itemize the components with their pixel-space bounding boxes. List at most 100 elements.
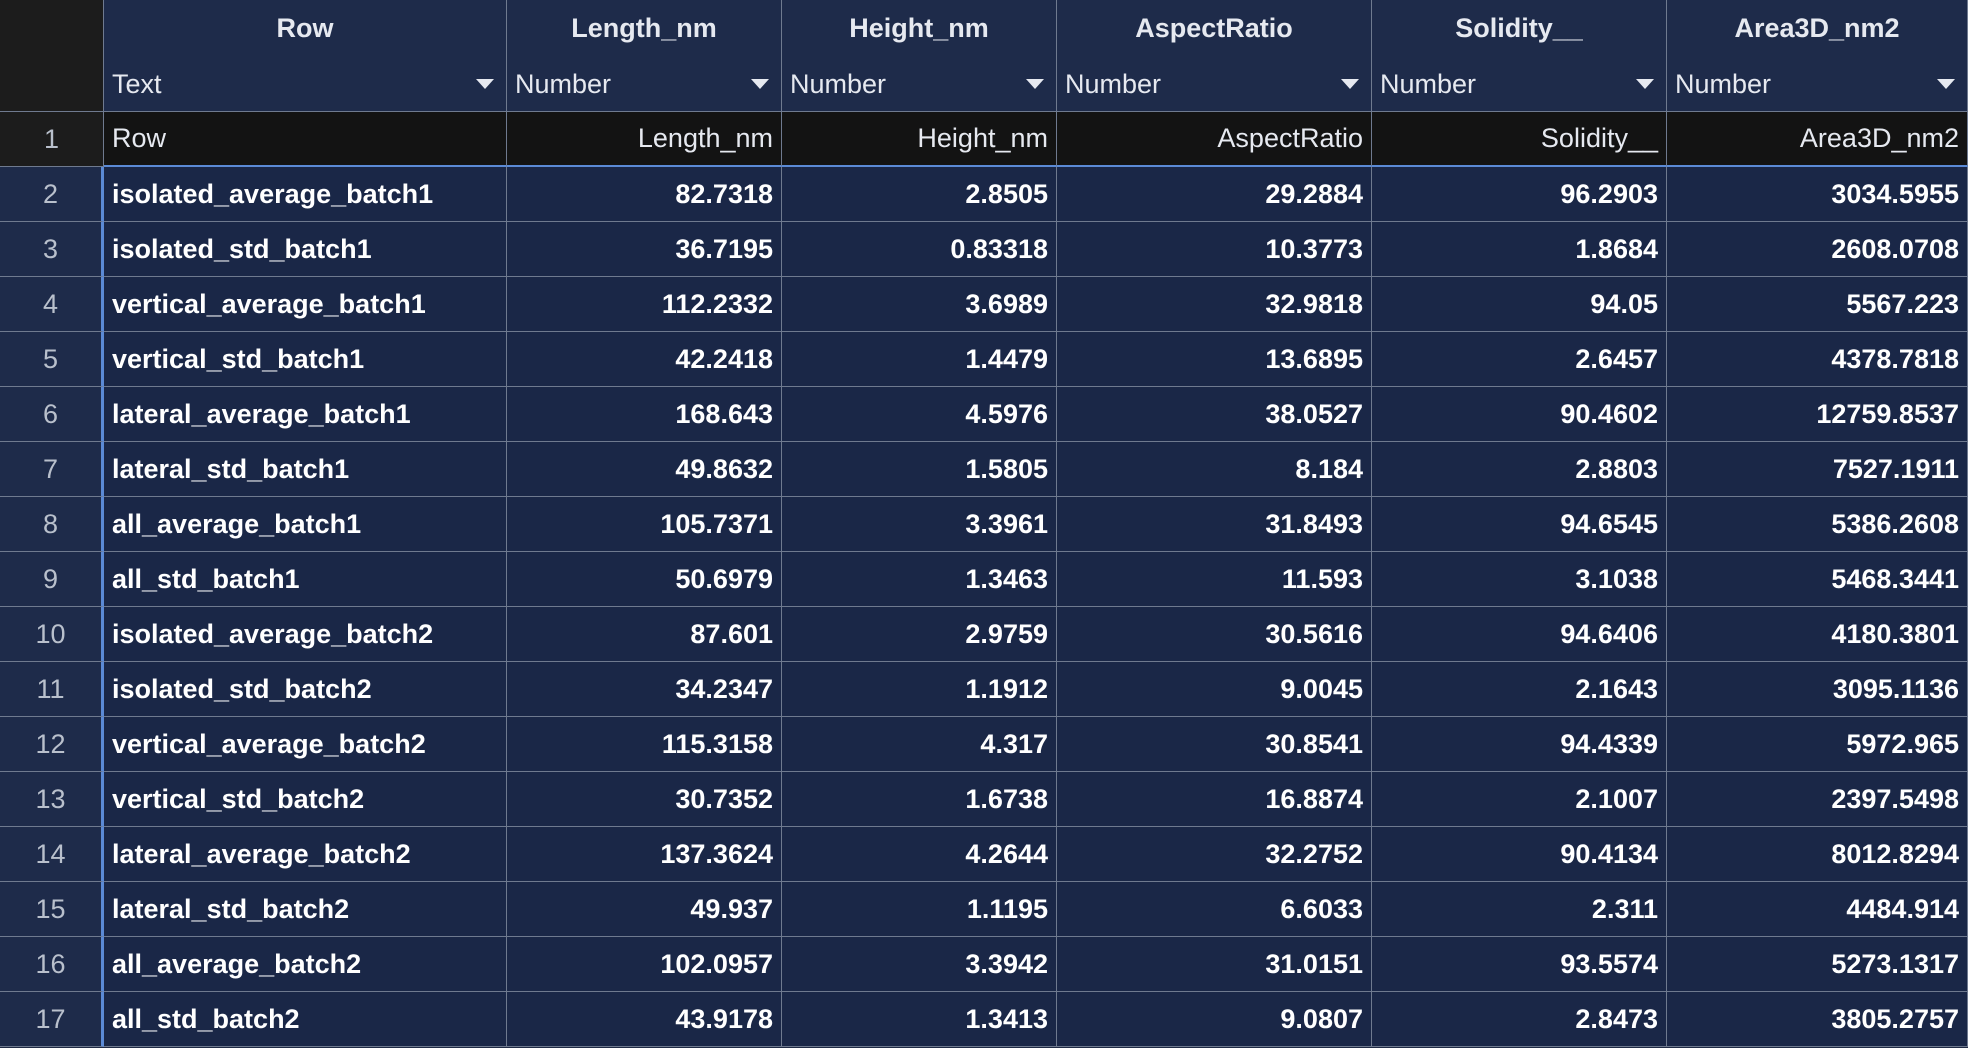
table-cell[interactable]: isolated_std_batch2	[104, 662, 507, 717]
table-cell[interactable]: 94.05	[1372, 277, 1667, 332]
header-row-cell[interactable]: Height_nm	[782, 112, 1057, 167]
table-cell[interactable]: 8012.8294	[1667, 827, 1968, 882]
table-cell[interactable]: 5567.223	[1667, 277, 1968, 332]
table-cell[interactable]: vertical_std_batch2	[104, 772, 507, 827]
row-number[interactable]: 8	[0, 497, 104, 552]
table-cell[interactable]: 3.6989	[782, 277, 1057, 332]
table-cell[interactable]: 90.4602	[1372, 387, 1667, 442]
table-cell[interactable]: 112.2332	[507, 277, 782, 332]
table-cell[interactable]: 5468.3441	[1667, 552, 1968, 607]
table-cell[interactable]: 82.7318	[507, 167, 782, 222]
column-type-select[interactable]: Number	[507, 57, 782, 112]
table-cell[interactable]: 5273.1317	[1667, 937, 1968, 992]
table-cell[interactable]: 115.3158	[507, 717, 782, 772]
row-number[interactable]: 9	[0, 552, 104, 607]
table-cell[interactable]: 2.9759	[782, 607, 1057, 662]
header-row-cell[interactable]: Length_nm	[507, 112, 782, 167]
table-cell[interactable]: 3.3942	[782, 937, 1057, 992]
table-cell[interactable]: 3805.2757	[1667, 992, 1968, 1047]
row-number[interactable]: 5	[0, 332, 104, 387]
table-cell[interactable]: lateral_std_batch1	[104, 442, 507, 497]
row-number[interactable]: 1	[0, 112, 104, 167]
column-header[interactable]: Solidity__	[1372, 0, 1667, 57]
table-cell[interactable]: all_std_batch1	[104, 552, 507, 607]
table-cell[interactable]: 4378.7818	[1667, 332, 1968, 387]
table-cell[interactable]: 32.2752	[1057, 827, 1372, 882]
table-cell[interactable]: 32.9818	[1057, 277, 1372, 332]
table-cell[interactable]: all_average_batch2	[104, 937, 507, 992]
table-cell[interactable]: 94.6406	[1372, 607, 1667, 662]
table-cell[interactable]: 2.8473	[1372, 992, 1667, 1047]
column-header[interactable]: AspectRatio	[1057, 0, 1372, 57]
table-cell[interactable]: 87.601	[507, 607, 782, 662]
table-cell[interactable]: 30.7352	[507, 772, 782, 827]
table-cell[interactable]: 36.7195	[507, 222, 782, 277]
table-cell[interactable]: 90.4134	[1372, 827, 1667, 882]
table-cell[interactable]: 49.8632	[507, 442, 782, 497]
table-cell[interactable]: 1.6738	[782, 772, 1057, 827]
table-cell[interactable]: 0.83318	[782, 222, 1057, 277]
header-row-cell[interactable]: Area3D_nm2	[1667, 112, 1968, 167]
table-cell[interactable]: 43.9178	[507, 992, 782, 1047]
table-cell[interactable]: 8.184	[1057, 442, 1372, 497]
table-cell[interactable]: 1.4479	[782, 332, 1057, 387]
table-cell[interactable]: 4.2644	[782, 827, 1057, 882]
header-row-cell[interactable]: Row	[104, 112, 507, 167]
row-number[interactable]: 3	[0, 222, 104, 277]
table-cell[interactable]: 3.3961	[782, 497, 1057, 552]
column-header[interactable]: Height_nm	[782, 0, 1057, 57]
table-cell[interactable]: 3.1038	[1372, 552, 1667, 607]
table-cell[interactable]: all_std_batch2	[104, 992, 507, 1047]
row-number[interactable]: 10	[0, 607, 104, 662]
table-cell[interactable]: lateral_std_batch2	[104, 882, 507, 937]
chevron-down-icon[interactable]	[1026, 79, 1044, 89]
table-cell[interactable]: 2.8803	[1372, 442, 1667, 497]
column-type-select[interactable]: Text	[104, 57, 507, 112]
row-number[interactable]: 6	[0, 387, 104, 442]
table-cell[interactable]: 5386.2608	[1667, 497, 1968, 552]
table-cell[interactable]: 50.6979	[507, 552, 782, 607]
table-cell[interactable]: 137.3624	[507, 827, 782, 882]
column-header[interactable]: Area3D_nm2	[1667, 0, 1968, 57]
table-cell[interactable]: 2.1643	[1372, 662, 1667, 717]
row-number[interactable]: 12	[0, 717, 104, 772]
row-number[interactable]: 14	[0, 827, 104, 882]
table-cell[interactable]: vertical_std_batch1	[104, 332, 507, 387]
table-cell[interactable]: 12759.8537	[1667, 387, 1968, 442]
header-row-cell[interactable]: AspectRatio	[1057, 112, 1372, 167]
table-cell[interactable]: 9.0807	[1057, 992, 1372, 1047]
table-cell[interactable]: all_average_batch1	[104, 497, 507, 552]
table-cell[interactable]: 7527.1911	[1667, 442, 1968, 497]
table-cell[interactable]: 93.5574	[1372, 937, 1667, 992]
column-type-select[interactable]: Number	[1667, 57, 1968, 112]
table-cell[interactable]: 1.5805	[782, 442, 1057, 497]
chevron-down-icon[interactable]	[1636, 79, 1654, 89]
table-cell[interactable]: 4180.3801	[1667, 607, 1968, 662]
chevron-down-icon[interactable]	[1341, 79, 1359, 89]
header-row-cell[interactable]: Solidity__	[1372, 112, 1667, 167]
column-type-select[interactable]: Number	[782, 57, 1057, 112]
row-number[interactable]: 17	[0, 992, 104, 1047]
table-cell[interactable]: 49.937	[507, 882, 782, 937]
table-cell[interactable]: 30.5616	[1057, 607, 1372, 662]
table-cell[interactable]: 4.317	[782, 717, 1057, 772]
row-number[interactable]: 7	[0, 442, 104, 497]
row-number[interactable]: 4	[0, 277, 104, 332]
table-cell[interactable]: 5972.965	[1667, 717, 1968, 772]
table-cell[interactable]: 13.6895	[1057, 332, 1372, 387]
table-cell[interactable]: 34.2347	[507, 662, 782, 717]
table-cell[interactable]: 2.311	[1372, 882, 1667, 937]
chevron-down-icon[interactable]	[751, 79, 769, 89]
table-cell[interactable]: 3034.5955	[1667, 167, 1968, 222]
table-cell[interactable]: 1.8684	[1372, 222, 1667, 277]
table-cell[interactable]: 94.6545	[1372, 497, 1667, 552]
table-cell[interactable]: 2.8505	[782, 167, 1057, 222]
chevron-down-icon[interactable]	[476, 79, 494, 89]
table-cell[interactable]: 96.2903	[1372, 167, 1667, 222]
table-cell[interactable]: 2.6457	[1372, 332, 1667, 387]
table-cell[interactable]: 168.643	[507, 387, 782, 442]
table-cell[interactable]: 4.5976	[782, 387, 1057, 442]
table-cell[interactable]: vertical_average_batch2	[104, 717, 507, 772]
row-number[interactable]: 15	[0, 882, 104, 937]
